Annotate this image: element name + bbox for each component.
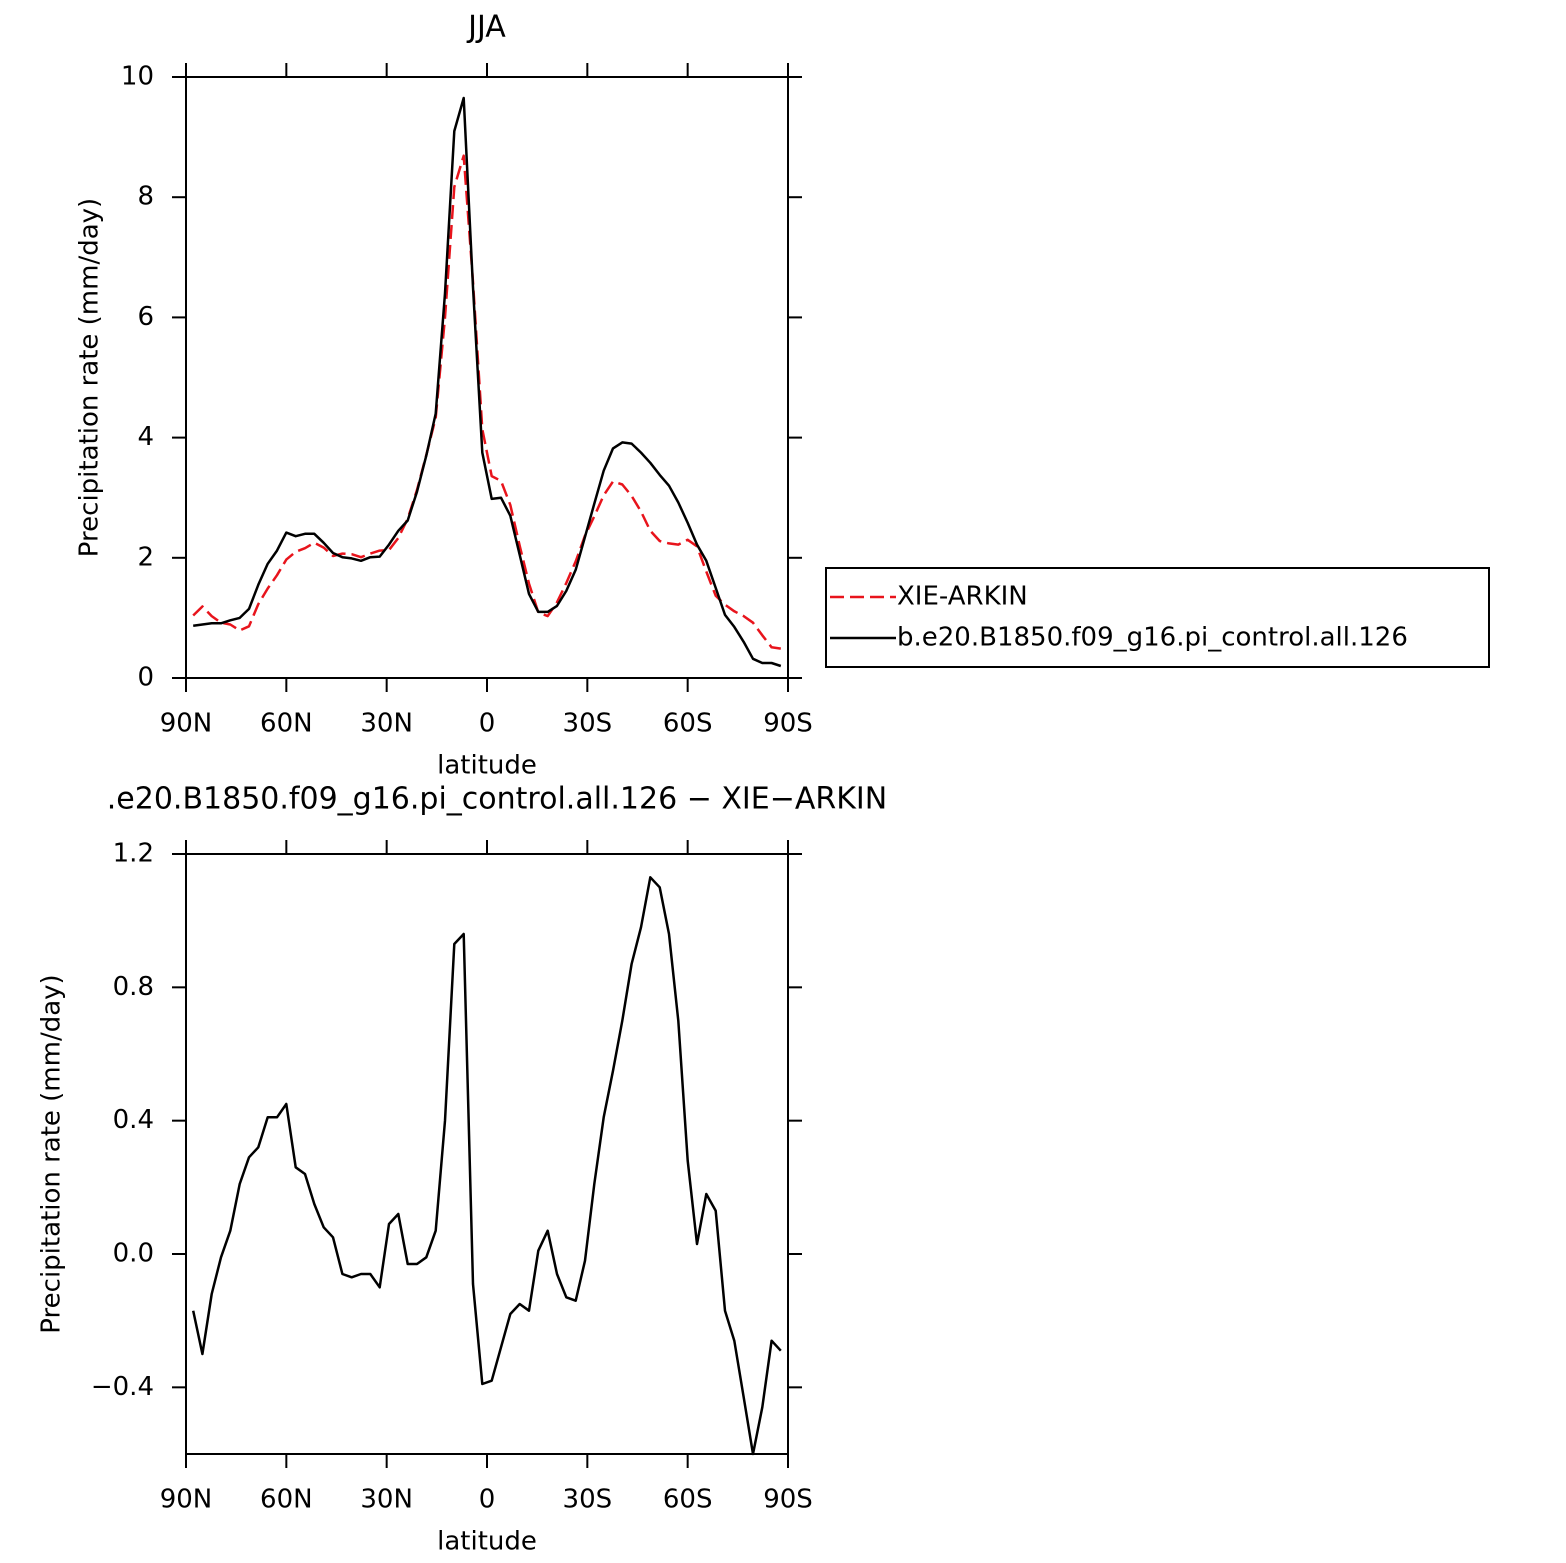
x-tick-label: 0 bbox=[479, 1485, 496, 1515]
data-line bbox=[192, 154, 781, 650]
x-tick-label: 60S bbox=[663, 709, 713, 739]
x-tick-label: 0 bbox=[479, 709, 496, 739]
x-tick-label: 60N bbox=[260, 709, 313, 739]
plot-frame bbox=[185, 76, 789, 679]
x-axis-label: latitude bbox=[437, 1527, 537, 1557]
plot-frame bbox=[185, 853, 789, 1455]
y-tick-label: 4 bbox=[137, 422, 154, 452]
y-tick-label: −0.4 bbox=[91, 1372, 154, 1402]
legend-label: b.e20.B1850.f09_g16.pi_control.all.126 bbox=[897, 623, 1408, 653]
y-tick-label: 10 bbox=[121, 62, 154, 92]
x-tick-label: 30N bbox=[360, 1485, 413, 1515]
legend-label: XIE-ARKIN bbox=[897, 582, 1028, 612]
x-tick-label: 60S bbox=[663, 1485, 713, 1515]
y-tick-label: 0.8 bbox=[113, 972, 154, 1002]
y-tick-label: 8 bbox=[137, 182, 154, 212]
legend-box bbox=[825, 567, 1490, 668]
x-tick-label: 90N bbox=[160, 709, 213, 739]
x-tick-label: 90S bbox=[763, 709, 813, 739]
x-tick-label: 30S bbox=[563, 709, 613, 739]
x-tick-label: 90S bbox=[763, 1485, 813, 1515]
x-axis-label: latitude bbox=[437, 751, 537, 781]
y-tick-label: 2 bbox=[137, 542, 154, 572]
x-tick-label: 90N bbox=[160, 1485, 213, 1515]
chart-title: JJA bbox=[466, 10, 506, 45]
x-tick-label: 30N bbox=[360, 709, 413, 739]
data-line bbox=[191, 876, 782, 1456]
x-tick-label: 60N bbox=[260, 1485, 313, 1515]
y-axis-label: Precipitation rate (mm/day) bbox=[37, 974, 67, 1333]
y-tick-label: 1.2 bbox=[113, 839, 154, 869]
y-tick-label: 0.4 bbox=[113, 1105, 154, 1135]
y-axis-label: Precipitation rate (mm/day) bbox=[75, 198, 105, 557]
data-line bbox=[193, 96, 782, 668]
x-tick-label: 30S bbox=[563, 1485, 613, 1515]
chart-title: .e20.B1850.f09_g16.pi_control.all.126 − … bbox=[107, 782, 887, 817]
y-tick-label: 0 bbox=[137, 663, 154, 693]
y-tick-label: 0.0 bbox=[113, 1239, 154, 1269]
y-tick-label: 6 bbox=[137, 302, 154, 332]
